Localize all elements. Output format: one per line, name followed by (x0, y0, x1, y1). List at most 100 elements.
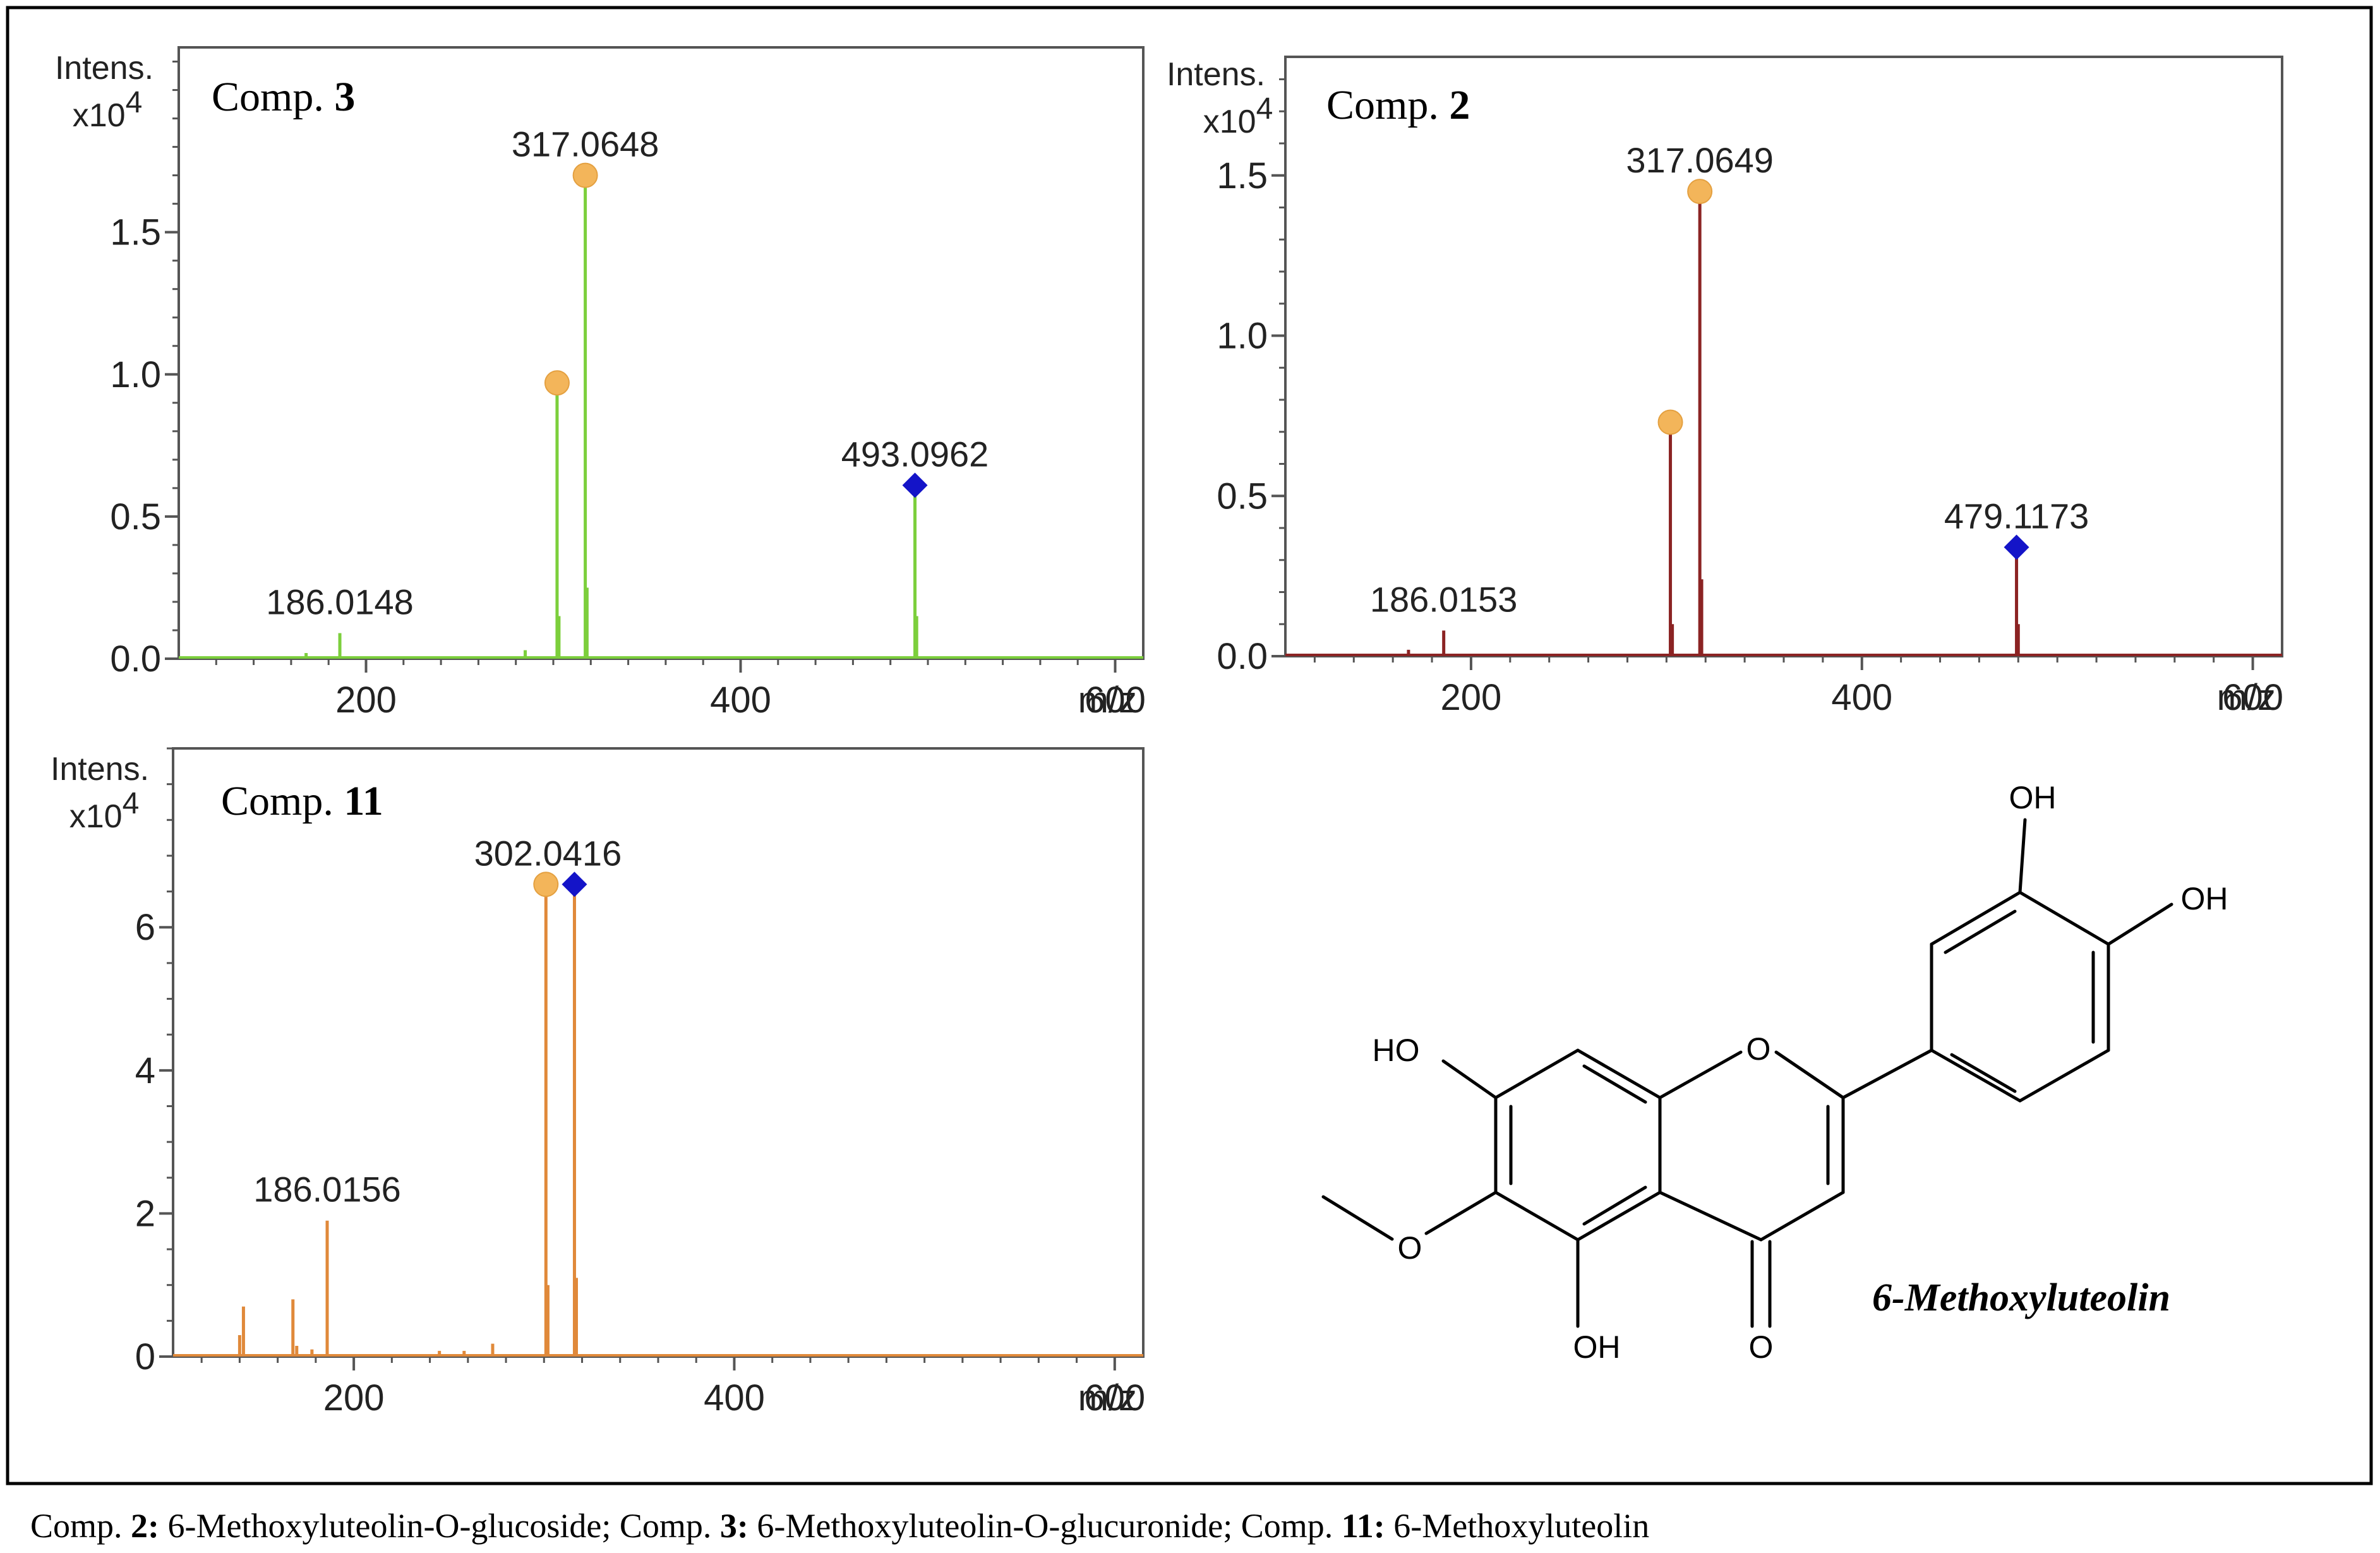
x-tick-label: 600 (1085, 680, 1146, 721)
panel-title-prefix: Comp. (1326, 82, 1449, 128)
bond (1494, 1048, 1580, 1100)
peak-mz-label: 186.0156 (253, 1170, 401, 1209)
peak-mz-label: 302.0416 (474, 833, 622, 873)
y-tick-label: 0.0 (1217, 636, 1268, 677)
compound-name: 6-Methoxyluteolin (1872, 1276, 2170, 1319)
bond (1759, 1190, 1845, 1242)
y-axis-scale-exponent: 4 (1256, 92, 1273, 126)
y-axis-scale-base: x10 (69, 798, 123, 835)
precursor-circle-marker (533, 872, 559, 897)
caption-compound-number: 2: (131, 1507, 160, 1545)
bond-double (1950, 1053, 2017, 1093)
y-axis-label: Intens. (51, 751, 149, 788)
panel-title: Comp. 3 (212, 74, 355, 120)
precursor-circle-marker (544, 370, 570, 396)
peak-mz-label: 317.0649 (1626, 140, 1774, 180)
bond (2018, 1048, 2110, 1103)
y-axis-scale-base: x10 (1203, 104, 1256, 140)
y-tick-label: 0.0 (110, 639, 161, 680)
methoxy-oxygen-label: O (1398, 1230, 1422, 1266)
panel-title-number: 2 (1449, 82, 1470, 128)
caption-entry: Comp. 11: 6-Methoxyluteolin (1241, 1507, 1650, 1545)
y-axis-scale: x104 (69, 787, 140, 835)
bond (1321, 1195, 1394, 1241)
figure-frame (6, 6, 2373, 1485)
bond-double (1582, 1185, 1647, 1226)
panel-title-prefix: Comp. (221, 778, 344, 824)
y-tick-label: 1.5 (1217, 155, 1268, 196)
x-axis-label: m/z (2217, 677, 2276, 718)
bond (1774, 1050, 1845, 1100)
y-tick-label: 6 (135, 907, 155, 948)
carbonyl-oxygen-label: O (1749, 1329, 1774, 1365)
bond (1494, 1190, 1580, 1242)
bond (1658, 1190, 1763, 1242)
bond (1841, 1048, 1933, 1100)
bond (1658, 1050, 1743, 1100)
molecular-ion-diamond-marker (902, 472, 928, 498)
x-tick-label: 200 (335, 680, 397, 721)
y-tick-label: 0 (135, 1336, 155, 1377)
peak-mz-label: 186.0153 (1370, 579, 1518, 619)
panel-title-prefix: Comp. (212, 74, 334, 120)
molecular-ion-diamond-marker (2004, 534, 2029, 560)
y-axis-label: Intens. (55, 50, 153, 87)
chemical-structure (1321, 818, 2173, 1328)
precursor-circle-marker (1687, 179, 1713, 205)
hydroxyl-label-left: HO (1373, 1033, 1420, 1068)
y-axis-scale-base: x10 (73, 97, 126, 134)
panel-title: Comp. 11 (221, 778, 383, 824)
bond (1576, 1048, 1662, 1100)
bond-double (1582, 1064, 1647, 1104)
caption-compound-number: 11: (1341, 1507, 1385, 1545)
panel-title-number: 3 (334, 74, 355, 120)
molecular-ion-diamond-marker (562, 872, 587, 897)
panel-title-number: 11 (344, 778, 383, 824)
y-axis-scale: x104 (1203, 92, 1273, 140)
peak-mz-label: 479.1173 (1944, 496, 2089, 536)
precursor-circle-marker (1657, 409, 1683, 435)
y-tick-label: 4 (135, 1050, 155, 1091)
y-axis-scale-exponent: 4 (126, 86, 143, 119)
precursor-circle-marker (572, 162, 598, 188)
bond (1930, 1048, 2022, 1103)
ring-oxygen-label: O (1746, 1031, 1771, 1067)
bond (1424, 1190, 1498, 1235)
x-tick-label: 600 (2222, 677, 2283, 718)
x-tick-label: 600 (1084, 1377, 1145, 1418)
hydroxyl-label-bottom: OH (1573, 1329, 1621, 1365)
y-tick-label: 0.5 (1217, 476, 1268, 517)
figure-caption: Comp. 2: 6-Methoxyluteolin-O-glucoside; … (30, 1506, 1649, 1545)
x-tick-label: 400 (704, 1377, 765, 1418)
bond (1930, 890, 2022, 946)
bond-double (1944, 909, 2017, 954)
x-axis-label: m/z (1078, 1377, 1137, 1418)
bond (2107, 902, 2173, 946)
caption-entry: Comp. 3: 6-Methoxyluteolin-O-glucuronide… (619, 1507, 1241, 1545)
y-axis-scale-exponent: 4 (123, 787, 140, 820)
y-axis-scale: x104 (73, 86, 143, 134)
caption-entry: Comp. 2: 6-Methoxyluteolin-O-glucoside; (30, 1507, 620, 1545)
x-tick-label: 200 (1441, 677, 1502, 718)
bond (2018, 890, 2110, 946)
peak-mz-label: 317.0648 (512, 124, 659, 164)
hydroxyl-label-top: OH (2009, 780, 2057, 815)
y-tick-label: 0.5 (110, 496, 161, 537)
x-tick-label: 200 (323, 1377, 385, 1418)
bond (1576, 1190, 1662, 1242)
bond (1441, 1059, 1498, 1100)
y-tick-label: 1.0 (1217, 316, 1268, 357)
y-axis-label: Intens. (1167, 56, 1265, 93)
peak-mz-label: 186.0148 (266, 582, 414, 621)
hydroxyl-label-right: OH (2181, 881, 2228, 916)
x-tick-label: 400 (710, 680, 771, 721)
y-tick-label: 1.5 (110, 212, 161, 253)
panel-title: Comp. 2 (1326, 82, 1470, 128)
peak-mz-label: 493.0962 (841, 434, 989, 474)
bond (2018, 818, 2027, 894)
x-axis-label: m/z (1078, 680, 1137, 721)
